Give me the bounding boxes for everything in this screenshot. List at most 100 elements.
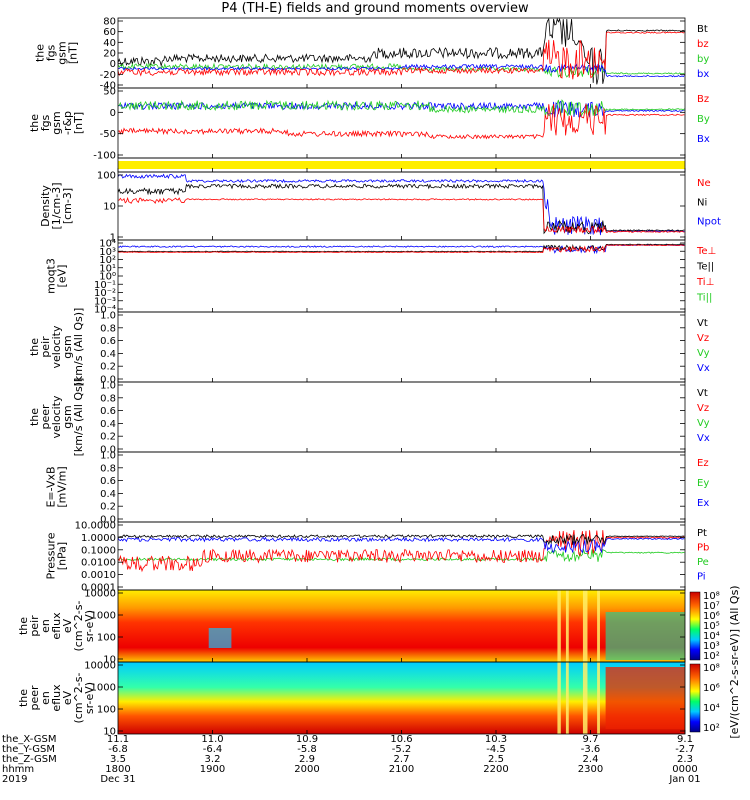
ylabel-line: [1/cm-3] — [50, 182, 63, 229]
panel-frame-peer-vel — [117, 381, 686, 453]
ytick-label: 0.6 — [100, 476, 116, 487]
ytick-label: 60 — [103, 27, 116, 38]
xaxis-row-label: the_X-GSM — [2, 734, 56, 745]
ytick-label: 1 — [110, 233, 116, 244]
ylabel-line: Pressure — [45, 532, 58, 579]
ylabel-line: the — [17, 617, 30, 635]
pi-series — [117, 536, 685, 554]
xtick-label: 9.7 — [583, 734, 599, 745]
ytick-label: 10⁻² — [94, 288, 116, 299]
ion-spectrogram-stripe — [582, 590, 588, 662]
ylabel-line: E=-VxB — [45, 466, 58, 507]
ytick-label: 0.1000 — [81, 545, 116, 556]
ytick-label: 0.0 — [100, 515, 116, 526]
bx2-series — [117, 100, 685, 118]
ytick-label: 0.0010 — [81, 570, 116, 581]
xtick-label: 10.6 — [390, 734, 412, 745]
ytick-label: 1.0 — [100, 451, 116, 462]
legend-bx: bx — [697, 69, 709, 80]
xtick-label: 2000 — [294, 764, 319, 775]
electron-spectrogram-stripe — [582, 662, 588, 734]
legend-Pi: Pi — [697, 572, 706, 583]
ytick-label: 20 — [103, 49, 116, 60]
xtick-label: -2.7 — [675, 744, 695, 755]
legend-By: By — [697, 114, 710, 125]
ylabel-line: en — [39, 619, 52, 633]
legend-Te⊥: Te⊥ — [696, 246, 716, 257]
ylabel-line: peer — [39, 404, 52, 430]
ion-lowflux — [208, 628, 232, 648]
te-perp-series — [117, 244, 685, 254]
ylabel-line: sr-eV) — [83, 610, 96, 642]
ylabel-line: velocity — [50, 395, 63, 438]
panel-frame-efield — [117, 451, 686, 523]
ylabel-line: en — [39, 691, 52, 705]
legend-Ex: Ex — [697, 498, 709, 509]
pt-series — [118, 534, 685, 546]
ylabel-line: [eV] — [56, 265, 69, 288]
ylabel-line: (cm^2-s- — [72, 673, 85, 724]
ytick-label: 0.8 — [100, 393, 116, 404]
ytick-label: 0.6 — [100, 336, 116, 347]
legend-Vx: Vx — [697, 433, 710, 444]
ytick-label: 10000 — [84, 661, 116, 672]
ylabel-line: the — [28, 114, 41, 132]
xtick-label: -4.5 — [486, 744, 506, 755]
ytick-label: 10² — [99, 255, 116, 266]
ytick-label: 1.0 — [100, 311, 116, 322]
ytick-label: 10⁻¹ — [94, 280, 116, 291]
legend-Ne: Ne — [697, 178, 711, 189]
ion-spectrogram — [118, 590, 685, 662]
ylabel-line: (cm^2-s- — [72, 601, 85, 652]
ytick-label: 0.2 — [100, 362, 116, 373]
ion-spectrogram-stripe — [597, 590, 600, 662]
ytick-label: 10 — [103, 202, 116, 213]
colorbar-tick: 10⁸ — [703, 663, 720, 674]
bz-series — [117, 31, 685, 80]
ylabel-line: [cm-3] — [61, 188, 74, 224]
legend-Pt: Pt — [697, 528, 707, 539]
ion-lowflux — [605, 612, 685, 660]
xtick-label: 10.9 — [296, 734, 318, 745]
xtick-label: 2.7 — [394, 754, 410, 765]
ytick-label: 0.0001 — [81, 583, 116, 594]
xaxis-row-label: the_Z-GSM — [2, 754, 57, 765]
colorbar-tick: 10⁷ — [703, 601, 720, 612]
legend-Ti||: Ti|| — [696, 293, 712, 304]
ylabel-line: the — [34, 44, 47, 62]
ylabel-line: velocity — [50, 325, 63, 368]
ylabel-line: gsm — [61, 335, 74, 358]
legend-Bz: Bz — [697, 94, 709, 105]
ytick-label: 10.0000 — [75, 521, 116, 532]
electron-colorbar — [689, 663, 701, 733]
ion-spectrogram-stripe — [557, 590, 561, 662]
legend-Bt: Bt — [697, 24, 708, 35]
ytick-label: 0.4 — [100, 489, 116, 500]
ni-series — [117, 183, 685, 235]
bt-series — [117, 17, 685, 85]
xtick-label: 3.2 — [205, 754, 221, 765]
colorbar-tick: 10⁵ — [703, 621, 720, 632]
ion-colorbar — [689, 591, 701, 661]
ytick-label: 10⁴ — [99, 239, 116, 250]
xtick-label: Dec 31 — [100, 774, 135, 785]
electron-spectrogram-stripe — [597, 662, 600, 734]
xtick-label: -5.8 — [297, 744, 317, 755]
colorbar-tick: 10⁴ — [703, 631, 720, 642]
colorbar-tick: 10² — [703, 723, 720, 734]
legend-Ey: Ey — [697, 478, 709, 489]
electron-spectrogram — [118, 662, 685, 734]
legend-Bx: Bx — [697, 134, 710, 145]
colorbar-tick: 10⁴ — [703, 703, 720, 714]
colorbar-tick: 10⁸ — [703, 591, 720, 602]
legend-bz: bz — [697, 39, 709, 50]
ytick-label: 10¹ — [99, 263, 116, 274]
ylabel-line: [km/s (All Qs)] — [72, 308, 85, 387]
colorbar-tick: 10⁶ — [703, 611, 720, 622]
ytick-label: 100 — [97, 705, 116, 716]
ylabel-line: [km/s (All Qs)] — [72, 378, 85, 457]
xtick-label: 2300 — [578, 764, 603, 775]
ytick-label: 0 — [110, 59, 116, 70]
ytick-label: 0.0 — [100, 445, 116, 456]
xtick-label: -6.8 — [108, 744, 128, 755]
